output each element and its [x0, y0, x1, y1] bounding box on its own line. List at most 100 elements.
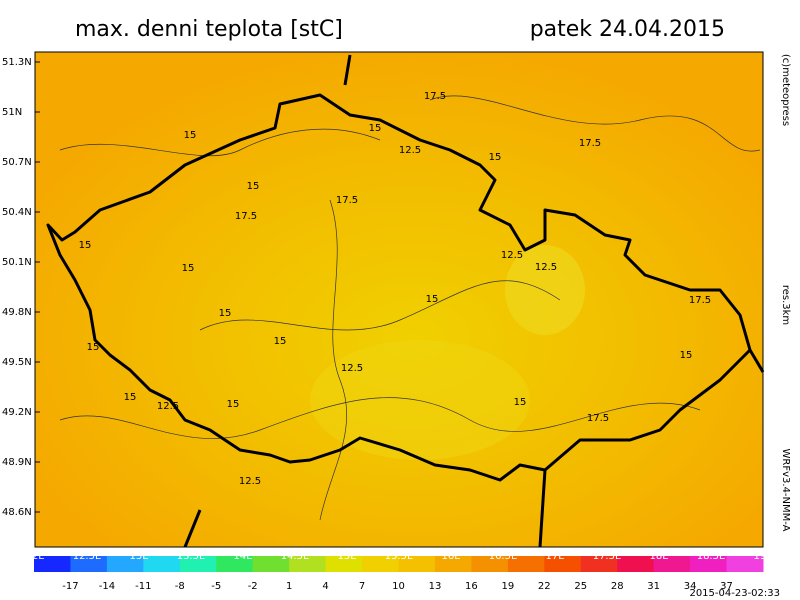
- colorbar-label: 19: [501, 581, 514, 592]
- colorbar-label: 31: [647, 581, 660, 592]
- colorbar-label: 22: [538, 581, 551, 592]
- contour-label: 15: [79, 240, 92, 251]
- warm-area: [310, 340, 530, 460]
- lat-label: 48.6N: [2, 507, 32, 518]
- lat-label: 48.9N: [2, 457, 32, 468]
- colorbar-cell: [34, 556, 71, 572]
- contour-label: 17.5: [587, 413, 609, 424]
- colorbar-cell: [362, 556, 399, 572]
- colorbar-cell: [544, 556, 582, 572]
- contour-label: 12.5: [535, 262, 557, 273]
- contour-label: 15: [489, 152, 502, 163]
- contour-label: 12.5: [239, 476, 261, 487]
- contour-label: 15: [124, 392, 137, 403]
- lon-label: 15E: [337, 551, 356, 562]
- colorbar-label: 28: [611, 581, 624, 592]
- lon-label: 14E: [233, 551, 252, 562]
- contour-label: 15: [219, 308, 232, 319]
- lon-label: 17E: [545, 551, 564, 562]
- contour-label: 15: [227, 399, 240, 410]
- lon-label: 18.5E: [697, 551, 726, 562]
- contour-label: 15: [369, 123, 382, 134]
- contour-label: 15: [274, 336, 287, 347]
- lon-label: 14.5E: [281, 551, 310, 562]
- contour-label: 12.5: [399, 145, 421, 156]
- colorbar: -17 -14 -11 -8 -5 -2 1 4 7 10 13 16 19 22 25 28 31 34 37: [34, 556, 764, 592]
- timestamp: 2015-04-23-02:33: [689, 588, 780, 599]
- contour-label: 15: [182, 263, 195, 274]
- lon-label: 17.5E: [593, 551, 622, 562]
- colorbar-cell: [471, 556, 509, 572]
- colorbar-label: 13: [429, 581, 442, 592]
- contour-label: 15: [514, 397, 527, 408]
- lon-label: 13E: [129, 551, 148, 562]
- lat-label: 50.7N: [2, 157, 32, 168]
- lon-label: 13.5E: [177, 551, 206, 562]
- contour-label: 12.5: [501, 250, 523, 261]
- colorbar-label: -14: [99, 581, 115, 592]
- model: WRFv3.4-NMM-A: [780, 449, 791, 532]
- contour-label: 12.5: [157, 401, 179, 412]
- contour-label: 15: [680, 350, 693, 361]
- lon-label: 16E: [441, 551, 460, 562]
- contour-line: [59, 95, 761, 521]
- colorbar-label: 34: [684, 581, 697, 592]
- colorbar-label: 1: [286, 581, 292, 592]
- colorbar-cell: [106, 556, 144, 572]
- contour-label: 15: [87, 342, 100, 353]
- colorbar-cell: [398, 556, 436, 572]
- lon-label: 12.5E: [73, 551, 102, 562]
- colorbar-cell: [252, 556, 290, 572]
- contour-label: 15: [184, 130, 197, 141]
- contour-label: 12.5: [341, 363, 363, 374]
- colorbar-cell: [289, 556, 327, 572]
- date: patek 24.04.2015: [530, 17, 725, 42]
- lat-label: 51.3N: [2, 57, 32, 68]
- resolution: res.3km: [780, 285, 791, 325]
- lon-label: 12E: [25, 551, 44, 562]
- lat-label: 49.2N: [2, 407, 32, 418]
- lat-label: 51N: [2, 107, 22, 118]
- lat-label: 49.8N: [2, 307, 32, 318]
- lat-label: 50.1N: [2, 257, 32, 268]
- colorbar-label: -5: [211, 581, 221, 592]
- colorbar-cell: [617, 556, 655, 572]
- colorbar-cell: [690, 556, 728, 572]
- colorbar-label: 37: [720, 581, 733, 592]
- colorbar-cell: [216, 556, 254, 572]
- colorbar-cell: [580, 556, 618, 572]
- colorbar-cell: [70, 556, 108, 572]
- lon-label: 15.5E: [385, 551, 414, 562]
- map-area: [34, 51, 764, 548]
- colorbar-label: 7: [359, 581, 365, 592]
- border: [46, 54, 765, 548]
- lon-label: 16.5E: [489, 551, 518, 562]
- contour-label: 17.5: [579, 138, 601, 149]
- contour-label: 17.5: [689, 295, 711, 306]
- colorbar-cell: [434, 556, 472, 572]
- colorbar-label: 4: [322, 581, 328, 592]
- colorbar-cell: [507, 556, 545, 572]
- lon-label: 19E: [753, 551, 772, 562]
- lon-label: 18E: [649, 551, 668, 562]
- colorbar-cell: [325, 556, 363, 572]
- contour-label: 17.5: [424, 91, 446, 102]
- colorbar-label: -17: [62, 581, 78, 592]
- colorbar-cell: [726, 556, 764, 572]
- contour-label: 15: [247, 181, 260, 192]
- colorbar-cell: [143, 556, 181, 572]
- copyright: (c)meteopress: [780, 54, 791, 126]
- title: max. denni teplota [stC]: [75, 17, 343, 42]
- contour-label: 15: [426, 294, 439, 305]
- contour-label: 17.5: [235, 211, 257, 222]
- contour-label: 17.5: [336, 195, 358, 206]
- lat-label: 50.4N: [2, 207, 32, 218]
- colorbar-label: 25: [574, 581, 587, 592]
- colorbar-label: 16: [465, 581, 478, 592]
- colorbar-cell: [179, 556, 217, 572]
- warm-area: [505, 245, 585, 335]
- map: 17.5 15 12.5 15 17.5 17.5 17.5 15 15 12.5 12.5 15 15…: [34, 51, 765, 548]
- colorbar-label: 10: [392, 581, 405, 592]
- lat-label: 49.5N: [2, 357, 32, 368]
